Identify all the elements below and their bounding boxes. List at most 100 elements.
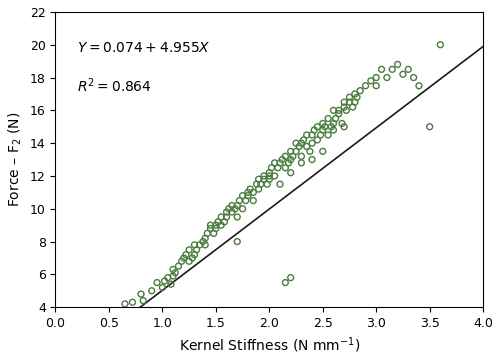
Point bbox=[300, 137, 308, 143]
Point bbox=[284, 160, 292, 166]
Point bbox=[282, 165, 290, 171]
Point bbox=[266, 173, 274, 179]
Point bbox=[324, 132, 332, 138]
Point bbox=[353, 94, 361, 100]
Point bbox=[201, 235, 209, 241]
X-axis label: Kernel Stiffness (N mm$^{-1}$): Kernel Stiffness (N mm$^{-1}$) bbox=[178, 336, 360, 355]
Point bbox=[399, 71, 407, 77]
Point bbox=[378, 67, 386, 72]
Point bbox=[306, 148, 314, 154]
Point bbox=[268, 165, 276, 171]
Point bbox=[250, 198, 258, 203]
Point bbox=[220, 219, 228, 225]
Y-axis label: Force – F$_2$ (N): Force – F$_2$ (N) bbox=[7, 112, 24, 207]
Point bbox=[228, 209, 236, 215]
Point bbox=[270, 160, 278, 166]
Text: $R^2 = 0.864$: $R^2 = 0.864$ bbox=[77, 77, 152, 96]
Point bbox=[210, 231, 218, 236]
Point bbox=[338, 121, 346, 126]
Point bbox=[276, 181, 284, 187]
Point bbox=[404, 67, 412, 72]
Text: $Y = 0.074 + 4.955X$: $Y = 0.074 + 4.955X$ bbox=[77, 42, 210, 55]
Point bbox=[278, 157, 286, 163]
Point bbox=[190, 252, 198, 258]
Point bbox=[348, 104, 356, 110]
Point bbox=[212, 222, 220, 228]
Point bbox=[330, 108, 338, 113]
Point bbox=[185, 258, 193, 264]
Point bbox=[254, 186, 262, 192]
Point bbox=[351, 91, 359, 97]
Point bbox=[217, 222, 225, 228]
Point bbox=[244, 193, 252, 198]
Point bbox=[310, 127, 318, 133]
Point bbox=[282, 153, 290, 159]
Point bbox=[302, 132, 310, 138]
Point bbox=[250, 189, 258, 195]
Point bbox=[340, 99, 348, 105]
Point bbox=[199, 239, 207, 244]
Point bbox=[196, 242, 204, 248]
Point bbox=[139, 298, 147, 303]
Point bbox=[319, 121, 327, 126]
Point bbox=[192, 247, 200, 253]
Point bbox=[372, 83, 380, 89]
Point bbox=[233, 214, 241, 220]
Point bbox=[260, 173, 268, 179]
Point bbox=[260, 176, 268, 182]
Point bbox=[233, 239, 241, 244]
Point bbox=[314, 137, 322, 143]
Point bbox=[169, 266, 177, 272]
Point bbox=[185, 247, 193, 253]
Point bbox=[340, 124, 348, 130]
Point bbox=[190, 242, 198, 248]
Point bbox=[308, 157, 316, 163]
Point bbox=[214, 219, 222, 225]
Point bbox=[298, 140, 306, 146]
Point bbox=[367, 78, 375, 84]
Point bbox=[180, 255, 188, 261]
Point bbox=[238, 193, 246, 198]
Point bbox=[319, 148, 327, 154]
Point bbox=[316, 132, 324, 138]
Point bbox=[242, 198, 250, 203]
Point bbox=[276, 160, 284, 166]
Point bbox=[246, 186, 254, 192]
Point bbox=[201, 242, 209, 248]
Point bbox=[266, 170, 274, 176]
Point bbox=[335, 111, 343, 117]
Point bbox=[222, 209, 230, 215]
Point bbox=[231, 206, 239, 212]
Point bbox=[244, 189, 252, 195]
Point bbox=[254, 176, 262, 182]
Point bbox=[137, 291, 145, 297]
Point bbox=[206, 222, 214, 228]
Point bbox=[332, 116, 340, 122]
Point bbox=[351, 99, 359, 105]
Point bbox=[148, 288, 156, 294]
Point bbox=[286, 170, 294, 176]
Point bbox=[236, 198, 244, 203]
Point bbox=[228, 203, 236, 209]
Point bbox=[128, 299, 136, 305]
Point bbox=[308, 132, 316, 138]
Point bbox=[217, 214, 225, 220]
Point bbox=[274, 165, 282, 171]
Point bbox=[308, 140, 316, 146]
Point bbox=[415, 83, 423, 89]
Point bbox=[169, 273, 177, 279]
Point bbox=[330, 121, 338, 126]
Point bbox=[388, 67, 396, 72]
Point bbox=[212, 226, 220, 231]
Point bbox=[340, 104, 348, 110]
Point bbox=[426, 124, 434, 130]
Point bbox=[319, 127, 327, 133]
Point bbox=[286, 148, 294, 154]
Point bbox=[321, 124, 329, 130]
Point bbox=[410, 75, 418, 80]
Point bbox=[171, 270, 179, 275]
Point bbox=[335, 108, 343, 113]
Point bbox=[298, 160, 306, 166]
Point bbox=[383, 75, 391, 80]
Point bbox=[362, 83, 370, 89]
